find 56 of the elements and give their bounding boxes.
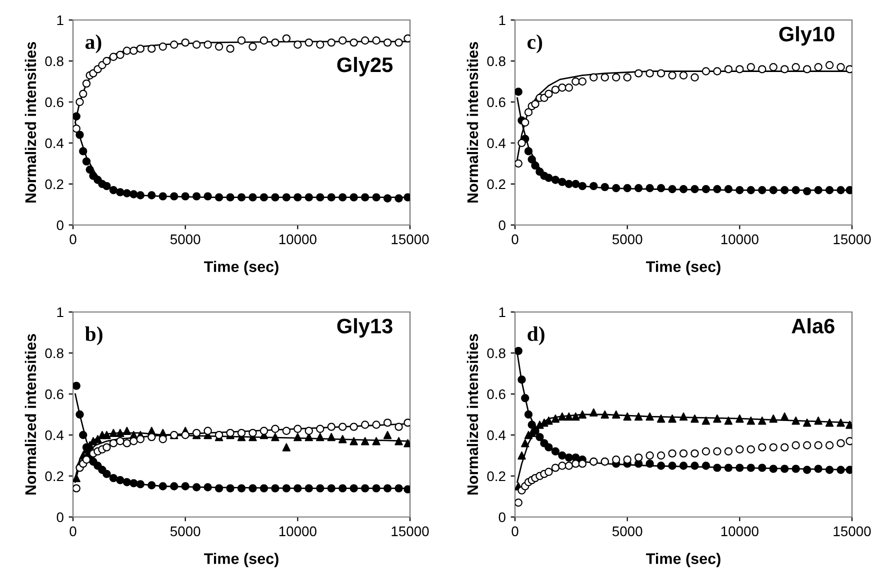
- annotation: a): [85, 34, 102, 54]
- y-tick-label: 0.4: [45, 138, 64, 148]
- y-axis-title: Normalized intensities: [466, 42, 478, 203]
- x-tick-label: 0: [70, 234, 76, 244]
- x-tick-label: 0: [70, 526, 76, 536]
- y-tick-label: 0.6: [45, 97, 64, 108]
- y-tick-label: 0.6: [487, 97, 506, 108]
- y-tick-label: 0: [498, 512, 506, 522]
- y-axis-title: Normalized intensities: [466, 334, 478, 495]
- y-tick-label: 0.2: [45, 471, 64, 482]
- x-tick-label: 15000: [392, 234, 429, 244]
- y-tick-label: 0.6: [487, 389, 506, 400]
- y-tick-label: 1: [57, 15, 64, 26]
- y-tick-label: 1: [499, 15, 506, 26]
- x-tick-label: 10000: [279, 234, 316, 244]
- y-tick-label: 0: [498, 220, 506, 230]
- x-tick-label: 10000: [279, 526, 316, 536]
- y-tick-label: 0.8: [45, 56, 64, 66]
- annotation: Gly10: [779, 26, 834, 46]
- y-axis-title: Normalized intensities: [24, 42, 36, 203]
- y-tick-label: 0: [56, 512, 64, 522]
- y-tick-label: 0.6: [45, 389, 64, 400]
- x-axis-title: Time (sec): [204, 260, 278, 276]
- y-tick-label: 0: [56, 220, 64, 230]
- y-axis-title: Normalized intensities: [24, 334, 36, 495]
- y-tick-label: 0.2: [45, 179, 64, 190]
- y-tick-label: 1: [499, 307, 506, 318]
- y-tick-label: 0.2: [487, 179, 506, 190]
- x-tick-label: 5000: [170, 234, 200, 244]
- x-axis-title: Time (sec): [646, 552, 720, 568]
- y-tick-label: 1: [57, 307, 64, 318]
- x-axis-title: Time (sec): [204, 552, 278, 568]
- y-tick-label: 0.8: [487, 348, 506, 358]
- x-axis-title: Time (sec): [646, 260, 720, 276]
- annotation: c): [528, 34, 542, 54]
- y-tick-label: 0.4: [487, 430, 506, 440]
- annotation: Gly13: [337, 318, 392, 338]
- x-tick-label: 10000: [721, 234, 758, 244]
- x-tick-label: 5000: [170, 526, 200, 536]
- y-tick-label: 0.4: [45, 430, 64, 440]
- annotation: Ala6: [792, 318, 834, 334]
- x-tick-label: 15000: [834, 526, 871, 536]
- x-tick-label: 0: [512, 526, 518, 536]
- x-tick-label: 5000: [612, 234, 642, 244]
- y-tick-label: 0.8: [45, 348, 64, 358]
- x-tick-label: 15000: [392, 526, 429, 536]
- x-tick-label: 0: [512, 234, 518, 244]
- annotation: b): [85, 326, 102, 346]
- y-tick-label: 0.2: [487, 471, 506, 482]
- x-tick-label: 15000: [834, 234, 871, 244]
- x-tick-label: 10000: [721, 526, 758, 536]
- annotation: d): [528, 326, 544, 346]
- y-tick-label: 0.8: [487, 56, 506, 66]
- x-tick-label: 5000: [612, 526, 642, 536]
- y-tick-label: 0.4: [487, 138, 506, 148]
- annotation: Gly25: [337, 56, 393, 76]
